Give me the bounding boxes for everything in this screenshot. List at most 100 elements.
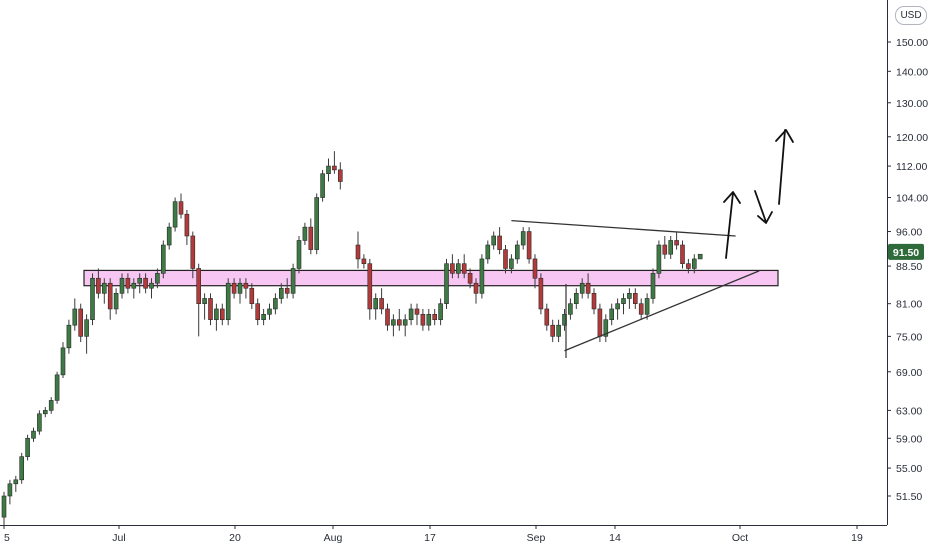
candle-body bbox=[155, 273, 160, 284]
candle bbox=[638, 298, 644, 320]
candle-body bbox=[196, 268, 201, 304]
candle-body bbox=[60, 347, 66, 376]
candle-body bbox=[326, 165, 331, 175]
candle bbox=[520, 227, 526, 250]
candle bbox=[485, 240, 491, 264]
price-axis[interactable]: 150.00 140.00 130.00 120.00 112.00 104.00 96.0… bbox=[887, 0, 928, 525]
candle bbox=[131, 278, 137, 299]
candle bbox=[113, 288, 119, 315]
last-price-marker: 91.50 bbox=[888, 243, 924, 260]
candle-body bbox=[249, 287, 255, 304]
price-tick-label: 104.00 bbox=[896, 193, 928, 205]
candle bbox=[532, 254, 538, 289]
candle-body bbox=[278, 287, 284, 299]
candle bbox=[48, 397, 54, 414]
descending-trendline[interactable] bbox=[511, 219, 736, 237]
candle bbox=[190, 231, 196, 279]
candle bbox=[674, 231, 679, 250]
arrow-up-1-icon[interactable] bbox=[723, 191, 741, 259]
candle-body bbox=[149, 282, 154, 289]
candle bbox=[231, 278, 237, 299]
candle bbox=[479, 254, 485, 299]
candle-body bbox=[385, 308, 390, 326]
candle bbox=[78, 303, 83, 343]
candle bbox=[514, 240, 520, 264]
annotations bbox=[511, 129, 794, 358]
candle bbox=[585, 273, 591, 299]
candle-body bbox=[550, 324, 556, 337]
candle-body bbox=[568, 303, 573, 315]
candle-body bbox=[320, 173, 325, 198]
candle bbox=[538, 273, 544, 315]
candle-body bbox=[214, 308, 219, 321]
candle bbox=[184, 209, 190, 246]
time-tick-label: 19 bbox=[851, 532, 863, 544]
candle-body bbox=[379, 298, 384, 310]
candle bbox=[149, 278, 154, 299]
candle-body bbox=[161, 244, 166, 274]
candle bbox=[627, 288, 632, 309]
candle bbox=[408, 303, 414, 326]
candle-body bbox=[225, 282, 231, 321]
currency-badge[interactable]: USD bbox=[895, 6, 927, 25]
candle-body bbox=[544, 308, 550, 326]
candle-body bbox=[296, 240, 302, 269]
candle-body bbox=[25, 437, 30, 457]
candle bbox=[161, 240, 166, 279]
candle-body bbox=[220, 308, 225, 321]
candle bbox=[31, 427, 36, 442]
candle-body bbox=[314, 197, 320, 250]
candle bbox=[143, 273, 148, 294]
candle bbox=[461, 254, 467, 279]
candle-body bbox=[42, 410, 48, 415]
candle-body bbox=[680, 244, 685, 264]
time-tick-label: Oct bbox=[732, 532, 748, 544]
candle-body bbox=[208, 298, 213, 321]
candle bbox=[426, 308, 432, 331]
arrow-down-icon[interactable] bbox=[754, 190, 773, 224]
candle-body bbox=[656, 244, 662, 274]
price-tick-label: 120.00 bbox=[896, 132, 928, 144]
candle-body bbox=[361, 258, 367, 264]
candle bbox=[102, 278, 107, 304]
price-tick-label: 59.00 bbox=[896, 433, 922, 445]
candle-body bbox=[473, 282, 479, 294]
ascending-trendline[interactable] bbox=[564, 270, 760, 352]
last-price-label: 91.50 bbox=[893, 247, 919, 259]
candle-body bbox=[90, 277, 95, 321]
support-zone-layer bbox=[83, 269, 779, 287]
candle bbox=[84, 314, 89, 354]
time-tick-label: Aug bbox=[324, 532, 343, 544]
candle-body bbox=[48, 400, 54, 411]
candle bbox=[1, 491, 7, 526]
support-zone-box[interactable] bbox=[83, 269, 779, 287]
price-tick-label: 96.00 bbox=[896, 227, 922, 239]
candle bbox=[166, 222, 172, 250]
time-axis[interactable]: 5 Jul 20 Aug 17 Sep 14 Oct 19 bbox=[0, 525, 887, 544]
candle bbox=[249, 283, 255, 309]
candle bbox=[332, 151, 337, 174]
candle-body bbox=[302, 226, 308, 241]
candle bbox=[556, 319, 561, 343]
candle-body bbox=[166, 226, 172, 246]
candle-body bbox=[172, 201, 178, 228]
candle-body bbox=[54, 374, 60, 401]
candle bbox=[37, 410, 42, 435]
candle bbox=[119, 273, 125, 299]
candle-body bbox=[697, 253, 703, 260]
time-tick-label: Sep bbox=[527, 532, 546, 544]
candle bbox=[261, 308, 266, 326]
candle-body bbox=[455, 263, 461, 274]
candle bbox=[273, 293, 278, 315]
candle bbox=[632, 288, 638, 309]
candle-body bbox=[556, 324, 561, 337]
price-tick-label: 150.00 bbox=[896, 37, 928, 49]
arrow-up-2-icon[interactable] bbox=[775, 129, 794, 205]
candle bbox=[42, 407, 48, 418]
candle-body bbox=[96, 277, 101, 294]
candle bbox=[385, 303, 390, 331]
candle-body bbox=[125, 277, 131, 289]
candle-body bbox=[668, 240, 674, 255]
candle bbox=[455, 258, 461, 279]
